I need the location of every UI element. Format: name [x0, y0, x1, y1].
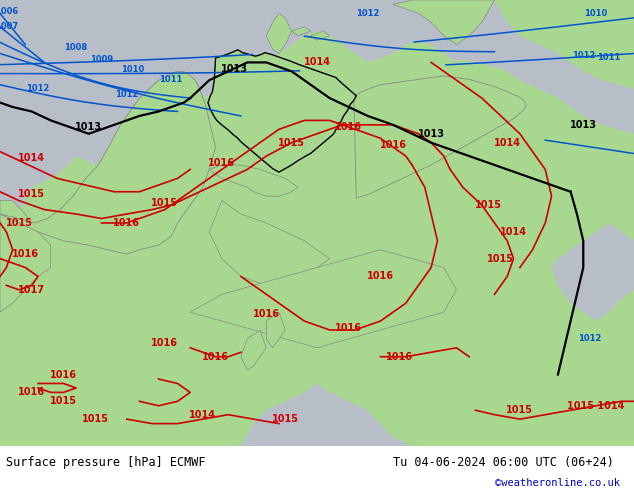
Text: 1016: 1016 [50, 369, 77, 380]
Text: 1015: 1015 [50, 396, 77, 406]
Polygon shape [190, 250, 456, 348]
Polygon shape [495, 0, 634, 89]
Text: 1016: 1016 [209, 158, 235, 168]
Polygon shape [393, 0, 495, 45]
Text: 1015 1014: 1015 1014 [567, 401, 624, 411]
Text: 1016: 1016 [335, 323, 362, 333]
Text: 1012: 1012 [115, 90, 138, 99]
Text: 1012: 1012 [572, 51, 595, 60]
Text: 1016: 1016 [18, 388, 45, 397]
Polygon shape [0, 0, 634, 214]
Text: 1016: 1016 [367, 271, 394, 281]
Polygon shape [0, 72, 216, 254]
Text: Surface pressure [hPa] ECMWF: Surface pressure [hPa] ECMWF [6, 456, 206, 469]
Text: 1011: 1011 [160, 75, 183, 84]
Text: 1015: 1015 [18, 189, 45, 199]
Text: 1013: 1013 [418, 129, 444, 139]
Text: 1016: 1016 [113, 218, 140, 228]
Text: 1016: 1016 [380, 140, 406, 150]
Text: 1008: 1008 [65, 43, 87, 52]
Text: 1009: 1009 [90, 55, 113, 64]
Text: 1014: 1014 [190, 410, 216, 420]
Text: 1007: 1007 [0, 22, 18, 31]
Text: 1012: 1012 [27, 84, 49, 93]
Polygon shape [241, 330, 266, 370]
Polygon shape [208, 50, 356, 172]
Polygon shape [311, 31, 330, 40]
Text: 1010: 1010 [122, 65, 145, 74]
Text: 1016: 1016 [202, 352, 229, 362]
Text: 1016: 1016 [335, 122, 362, 132]
Text: 1015: 1015 [152, 198, 178, 208]
Text: 1011: 1011 [597, 53, 620, 62]
Text: 1013: 1013 [75, 122, 102, 132]
Text: Tu 04-06-2024 06:00 UTC (06+24): Tu 04-06-2024 06:00 UTC (06+24) [393, 456, 614, 469]
Polygon shape [292, 27, 311, 36]
Text: 1015: 1015 [475, 200, 501, 210]
Text: 1017: 1017 [18, 285, 45, 295]
Text: 1012: 1012 [578, 334, 601, 343]
Text: 1015: 1015 [272, 414, 299, 424]
Text: 1016: 1016 [152, 338, 178, 348]
Text: 1014: 1014 [304, 57, 330, 68]
Polygon shape [266, 13, 292, 53]
Text: 1015: 1015 [6, 218, 32, 228]
Text: 1014: 1014 [18, 153, 45, 163]
Polygon shape [209, 201, 330, 285]
Polygon shape [349, 13, 469, 62]
Polygon shape [354, 76, 526, 198]
Polygon shape [241, 384, 412, 446]
Text: 1010: 1010 [585, 9, 607, 18]
Polygon shape [0, 201, 51, 312]
Text: 1015: 1015 [488, 254, 514, 264]
Polygon shape [552, 223, 634, 321]
Text: 1016: 1016 [253, 309, 280, 319]
Text: 1015: 1015 [82, 414, 108, 424]
Text: 1016: 1016 [12, 249, 39, 259]
Text: 1015: 1015 [278, 138, 305, 147]
Polygon shape [209, 165, 298, 196]
Text: ©weatheronline.co.uk: ©weatheronline.co.uk [495, 478, 619, 489]
Text: 1015: 1015 [507, 405, 533, 415]
Text: 1016: 1016 [386, 352, 413, 362]
Text: 1014: 1014 [494, 138, 521, 147]
Text: 1014: 1014 [500, 227, 527, 237]
Text: 1012: 1012 [356, 9, 379, 18]
Text: 1013: 1013 [221, 64, 248, 74]
Polygon shape [266, 312, 285, 348]
Text: 1006: 1006 [0, 7, 18, 16]
Text: 1013: 1013 [570, 120, 597, 130]
